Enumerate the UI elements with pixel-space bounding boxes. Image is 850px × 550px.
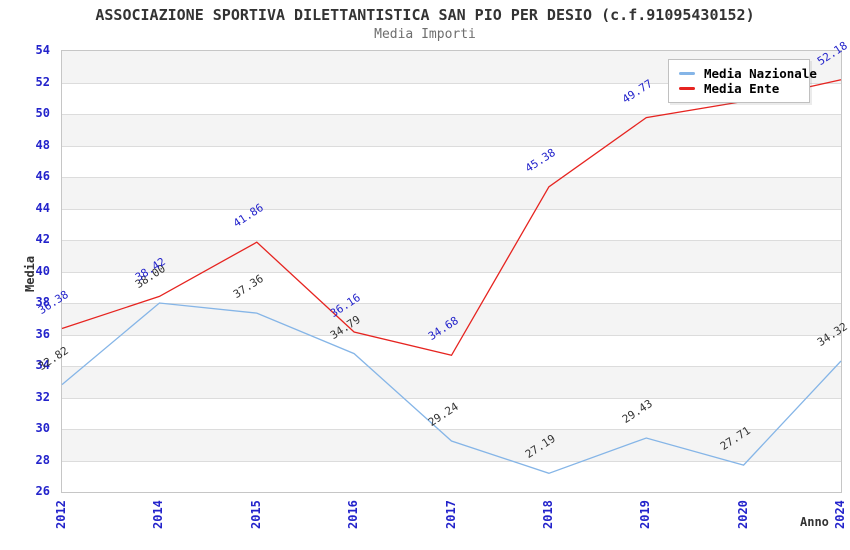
y-tick-label: 36 [35, 326, 50, 341]
chart-title: ASSOCIAZIONE SPORTIVA DILETTANTISTICA SA… [95, 6, 755, 24]
y-tick-label: 30 [35, 421, 50, 435]
gridline [62, 461, 841, 462]
grid-band [62, 114, 841, 146]
grid-band [62, 271, 841, 303]
gridline [62, 114, 841, 115]
y-tick-label: 52 [35, 74, 50, 89]
x-tick-label: 2019 [638, 500, 653, 529]
legend-item: Media Ente [679, 81, 809, 96]
gridline [62, 209, 841, 210]
x-tick-label: 2017 [443, 500, 458, 529]
grid-band [62, 397, 841, 429]
grid-band [62, 303, 841, 335]
series-lines [61, 79, 842, 474]
x-tick-label: 2014 [151, 500, 166, 529]
grid-band [62, 240, 841, 272]
legend-line-swatch [679, 87, 695, 90]
gridline [62, 240, 841, 241]
gridline [62, 83, 841, 84]
y-tick-label: 34 [35, 358, 50, 372]
gridline [62, 272, 841, 273]
gridline [62, 366, 841, 367]
x-tick-label: 2016 [346, 500, 361, 529]
x-tick-label: 2018 [540, 500, 555, 529]
grid-band [62, 429, 841, 461]
grid-band [62, 145, 841, 177]
grid-band [62, 208, 841, 240]
gridline [62, 303, 841, 304]
gridline [62, 177, 841, 178]
legend: Media Nazionale Media Ente [668, 59, 817, 103]
x-tick-label: 2015 [248, 500, 263, 529]
y-tick-label: 54 [35, 43, 50, 57]
y-tick-label: 48 [35, 137, 50, 152]
y-tick-label: 40 [35, 263, 50, 278]
grid-band [62, 366, 841, 398]
gridline [62, 146, 841, 147]
y-tick-label: 42 [35, 232, 50, 246]
y-tick-label: 50 [35, 106, 50, 120]
grid-band [62, 177, 841, 209]
gridline [62, 335, 841, 336]
y-tick-label: 26 [35, 484, 50, 498]
legend-line-swatch [679, 72, 695, 75]
series-line-media-nazionale [61, 302, 842, 474]
legend-label: Media Nazionale [704, 66, 817, 81]
legend-label: Media Ente [704, 81, 780, 96]
series-line-media-ente [61, 79, 842, 357]
y-tick-label: 32 [35, 389, 50, 404]
y-tick-label: 46 [35, 169, 50, 183]
y-tick-label: 28 [35, 452, 50, 467]
x-tick-label: 2024 [833, 500, 847, 529]
grid-band [62, 460, 841, 492]
x-tick-label: 2012 [54, 500, 68, 529]
x-axis-title: Anno [800, 515, 829, 529]
grid-band [62, 334, 841, 366]
y-tick-label: 44 [35, 200, 50, 215]
y-tick-label: 38 [35, 295, 50, 309]
legend-item: Media Nazionale [679, 66, 817, 81]
gridline [62, 398, 841, 399]
gridline [62, 429, 841, 430]
plot-area [61, 50, 842, 493]
x-tick-label: 2020 [735, 500, 750, 529]
chart-subtitle: Media Importi [374, 27, 476, 42]
